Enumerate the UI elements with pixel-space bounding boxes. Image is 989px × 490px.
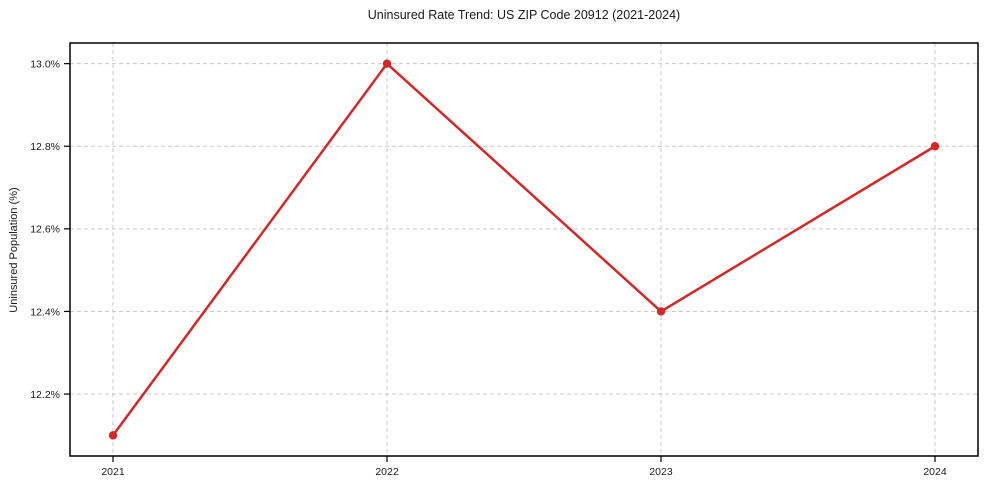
x-tick-label: 2022 xyxy=(375,466,399,478)
data-point-marker xyxy=(382,59,392,68)
x-tick-label: 2023 xyxy=(649,466,673,478)
y-tick-label: 13.0% xyxy=(30,58,60,70)
y-tick-label: 12.4% xyxy=(30,306,60,318)
y-tick-label: 12.8% xyxy=(30,141,60,153)
data-point-marker xyxy=(108,431,118,440)
data-point-marker xyxy=(930,142,940,151)
data-point-marker xyxy=(656,307,666,316)
x-tick-label: 2021 xyxy=(101,466,125,478)
plot-border xyxy=(69,42,979,457)
y-tick-label: 12.2% xyxy=(30,389,60,401)
y-tick-label: 12.6% xyxy=(30,224,60,236)
x-tick-label: 2024 xyxy=(923,466,947,478)
chart-title: Uninsured Rate Trend: US ZIP Code 20912 … xyxy=(367,8,681,22)
trend-line xyxy=(111,62,937,437)
